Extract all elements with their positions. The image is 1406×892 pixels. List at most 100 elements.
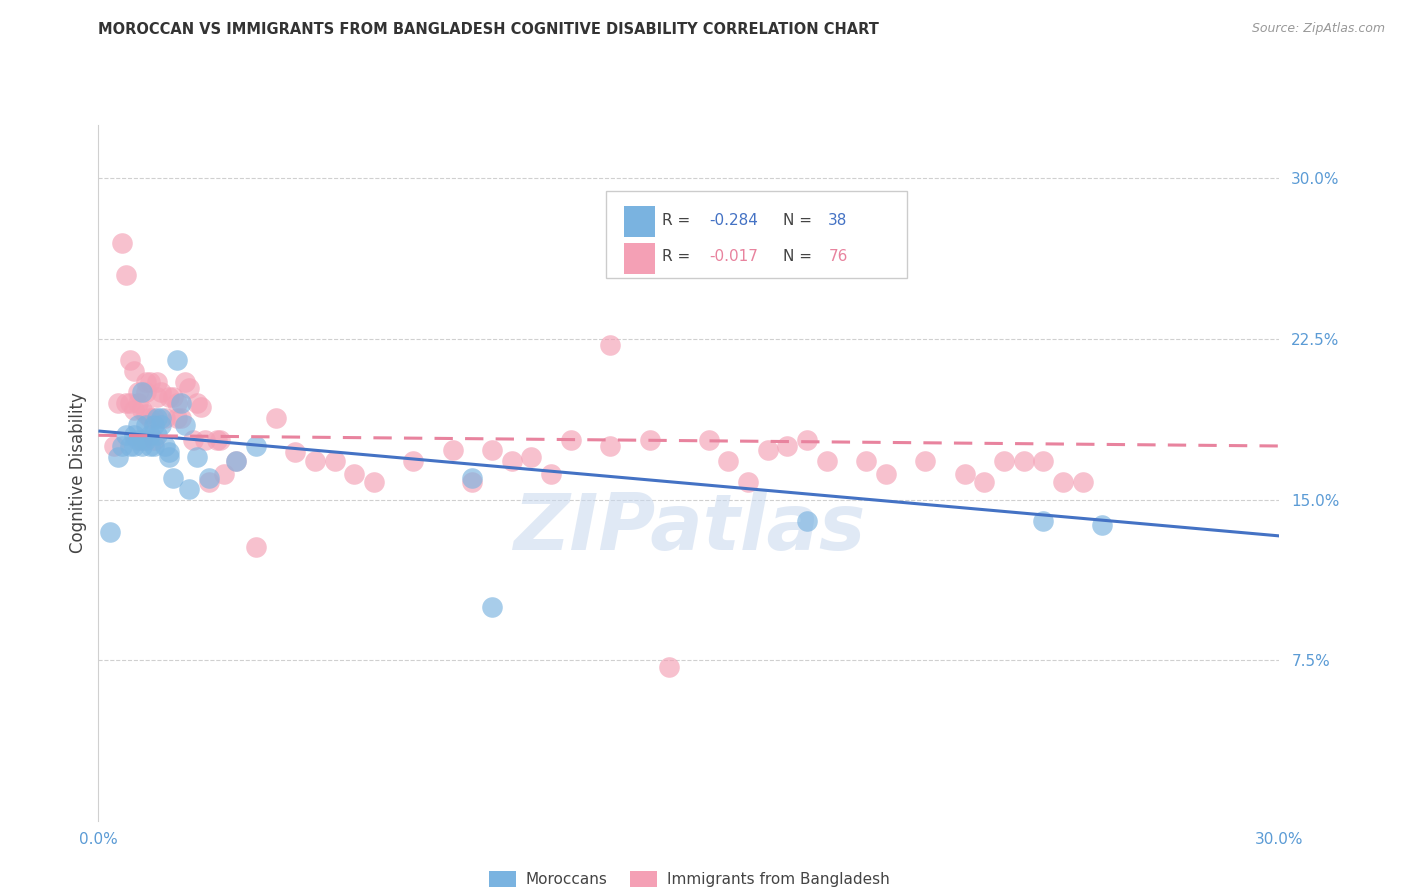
- Point: [737, 475, 759, 490]
- Point: [135, 417, 157, 432]
- Point: [142, 433, 165, 447]
- Point: [177, 381, 200, 395]
- Point: [796, 433, 818, 447]
- Point: [402, 454, 425, 468]
- Point: [540, 467, 562, 481]
- Point: [323, 454, 346, 468]
- Point: [245, 439, 267, 453]
- Point: [111, 235, 134, 250]
- Point: [214, 467, 236, 481]
- Point: [481, 599, 503, 614]
- Point: [166, 411, 188, 425]
- Point: [205, 433, 228, 447]
- Point: [142, 417, 165, 432]
- Point: [142, 439, 165, 453]
- Point: [481, 443, 503, 458]
- Text: N =: N =: [783, 250, 817, 264]
- Point: [599, 338, 621, 352]
- Point: [107, 450, 129, 464]
- Point: [122, 402, 145, 417]
- Point: [501, 454, 523, 468]
- Point: [166, 396, 188, 410]
- FancyBboxPatch shape: [624, 243, 655, 274]
- Point: [855, 454, 877, 468]
- Point: [150, 411, 173, 425]
- Point: [166, 353, 188, 368]
- Point: [127, 433, 149, 447]
- Point: [1052, 475, 1074, 490]
- Point: [363, 475, 385, 490]
- Point: [697, 433, 720, 447]
- Point: [107, 396, 129, 410]
- Point: [284, 445, 307, 459]
- Point: [127, 385, 149, 400]
- Point: [993, 454, 1015, 468]
- Point: [170, 411, 193, 425]
- Point: [127, 396, 149, 410]
- Point: [127, 417, 149, 432]
- Text: ZIPatlas: ZIPatlas: [513, 491, 865, 566]
- Point: [194, 433, 217, 447]
- Point: [122, 439, 145, 453]
- Point: [131, 439, 153, 453]
- Point: [131, 402, 153, 417]
- Point: [1032, 514, 1054, 528]
- Point: [560, 433, 582, 447]
- Point: [155, 439, 177, 453]
- Point: [138, 375, 160, 389]
- Point: [520, 450, 543, 464]
- Point: [146, 375, 169, 389]
- Text: Source: ZipAtlas.com: Source: ZipAtlas.com: [1251, 22, 1385, 36]
- Point: [111, 439, 134, 453]
- Point: [174, 375, 197, 389]
- Point: [186, 450, 208, 464]
- Point: [181, 433, 204, 447]
- Point: [157, 450, 180, 464]
- Text: 76: 76: [828, 250, 848, 264]
- Text: MOROCCAN VS IMMIGRANTS FROM BANGLADESH COGNITIVE DISABILITY CORRELATION CHART: MOROCCAN VS IMMIGRANTS FROM BANGLADESH C…: [98, 22, 879, 37]
- Point: [146, 428, 169, 442]
- Point: [155, 411, 177, 425]
- Point: [197, 471, 219, 485]
- Point: [776, 439, 799, 453]
- Point: [953, 467, 976, 481]
- Point: [914, 454, 936, 468]
- Point: [461, 475, 484, 490]
- Point: [197, 475, 219, 490]
- Legend: Moroccans, Immigrants from Bangladesh: Moroccans, Immigrants from Bangladesh: [482, 865, 896, 892]
- Point: [115, 268, 138, 282]
- Text: -0.017: -0.017: [709, 250, 758, 264]
- FancyBboxPatch shape: [606, 191, 907, 278]
- Point: [875, 467, 897, 481]
- Point: [122, 428, 145, 442]
- Point: [1071, 475, 1094, 490]
- Point: [146, 411, 169, 425]
- Point: [225, 454, 247, 468]
- Point: [115, 396, 138, 410]
- Point: [441, 443, 464, 458]
- Point: [304, 454, 326, 468]
- Point: [343, 467, 366, 481]
- Y-axis label: Cognitive Disability: Cognitive Disability: [69, 392, 87, 553]
- Point: [98, 524, 121, 539]
- Point: [157, 445, 180, 459]
- Point: [174, 417, 197, 432]
- Point: [138, 439, 160, 453]
- Point: [177, 482, 200, 496]
- Point: [135, 385, 157, 400]
- Point: [245, 540, 267, 554]
- Point: [135, 407, 157, 421]
- Point: [157, 390, 180, 404]
- Point: [186, 396, 208, 410]
- Point: [131, 433, 153, 447]
- Point: [135, 433, 157, 447]
- Point: [138, 428, 160, 442]
- Point: [150, 385, 173, 400]
- Point: [170, 396, 193, 410]
- Point: [135, 375, 157, 389]
- FancyBboxPatch shape: [624, 206, 655, 236]
- Point: [118, 396, 141, 410]
- Point: [122, 364, 145, 378]
- Point: [1091, 518, 1114, 533]
- Point: [162, 471, 184, 485]
